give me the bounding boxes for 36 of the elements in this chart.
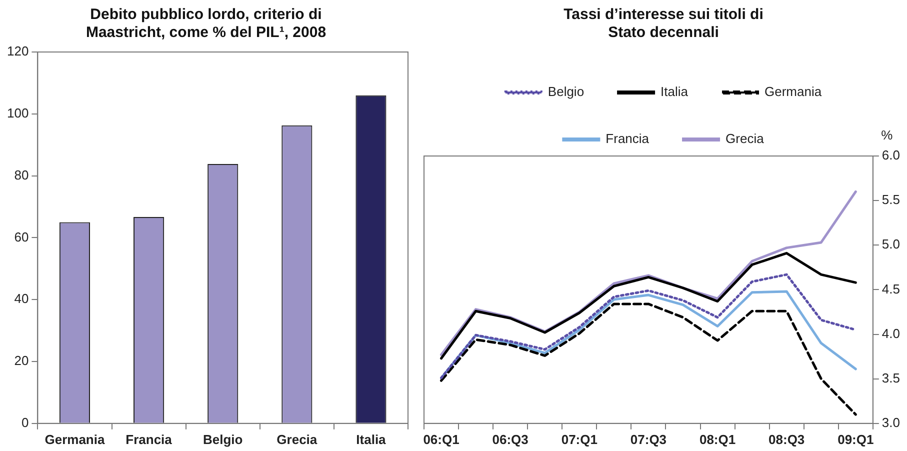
legend-label: Germania xyxy=(764,84,822,100)
y-axis-title: % xyxy=(881,128,894,143)
x-tick-label: Germania xyxy=(44,432,106,447)
x-tick-label: 06:Q1 xyxy=(423,432,460,447)
legend-label: Italia xyxy=(660,84,689,100)
y-tick-label: 0 xyxy=(21,414,29,430)
x-tick-label: Belgio xyxy=(202,432,243,447)
x-tick-label: 06:Q3 xyxy=(492,432,528,447)
x-tick-label: 08:Q1 xyxy=(699,432,736,447)
line-series xyxy=(440,302,857,416)
line-series xyxy=(440,273,857,380)
legend-label: Belgio xyxy=(548,84,584,100)
x-tick-label: Italia xyxy=(356,432,387,447)
x-tick-label: 07:Q3 xyxy=(630,432,667,447)
y-tick-label: 5.0 xyxy=(882,236,900,252)
y-tick-label: 20 xyxy=(14,353,29,368)
y-tick-label: 4.0 xyxy=(882,326,900,341)
chart-title: Debito pubblico lordo, criterio di Maastricht, come % del PIL¹, 2008 xyxy=(86,6,326,42)
y-tick-label: 3.0 xyxy=(882,414,900,430)
chart-title: Tassi d’interesse sui titoli di Stato decennali xyxy=(564,6,764,42)
x-tick-label: 09:Q1 xyxy=(838,432,874,447)
y-tick-label: 60 xyxy=(14,229,29,244)
y-tick-label: 5.5 xyxy=(882,192,900,208)
x-tick-label: Francia xyxy=(126,432,173,447)
x-tick-label: Grecia xyxy=(276,432,318,447)
y-tick-label: 3.5 xyxy=(882,370,900,386)
y-tick-label: 4.5 xyxy=(882,281,900,296)
y-tick-label: 100 xyxy=(6,105,29,120)
y-tick-label: 6.0 xyxy=(882,148,900,163)
x-tick-label: 07:Q1 xyxy=(561,432,598,447)
legend-label: Francia xyxy=(606,131,650,146)
x-tick-label: 08:Q3 xyxy=(768,432,805,447)
y-tick-label: 80 xyxy=(14,167,29,182)
legend-label: Grecia xyxy=(726,131,765,146)
y-tick-label: 120 xyxy=(6,44,29,59)
y-tick-label: 40 xyxy=(14,291,29,306)
